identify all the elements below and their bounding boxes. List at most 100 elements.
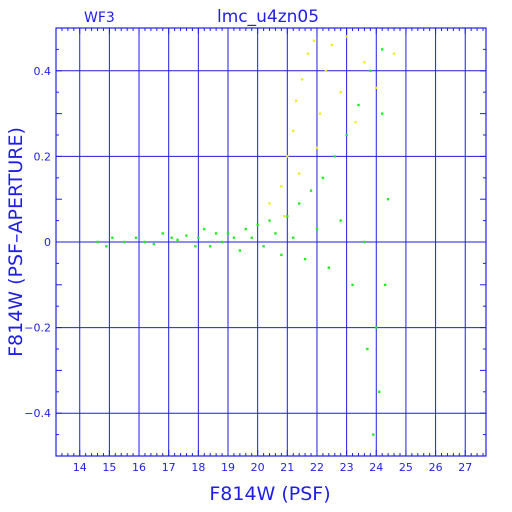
data-point <box>297 172 301 175</box>
x-tick-label: 25 <box>399 461 413 474</box>
x-tick-label: 16 <box>132 461 146 474</box>
chart-title: lmc_u4zn05 <box>217 7 319 27</box>
data-point <box>315 227 319 231</box>
data-point <box>318 112 322 115</box>
data-point <box>280 185 283 188</box>
y-tick-labels: 0.4 0.2 0 −0.2 −0.4 <box>24 65 51 420</box>
secondary-point-series <box>268 35 396 218</box>
x-tick-label: 14 <box>73 461 87 474</box>
data-point <box>283 215 286 218</box>
data-point <box>375 86 378 90</box>
y-axis-title: F814W (PSF–APERTURE) <box>5 127 27 357</box>
x-tick-label: 20 <box>251 461 265 474</box>
data-point <box>123 240 126 244</box>
data-point <box>214 232 218 235</box>
data-point <box>300 78 304 81</box>
data-point <box>134 236 138 239</box>
data-point <box>392 52 396 55</box>
data-point <box>339 91 342 94</box>
y-tick-label: −0.4 <box>24 407 51 420</box>
data-point <box>209 245 212 248</box>
data-point <box>152 242 156 246</box>
data-point <box>292 236 295 239</box>
x-tick-label: 19 <box>221 461 235 474</box>
data-point <box>96 240 99 244</box>
data-point <box>386 198 390 201</box>
data-point <box>203 227 206 231</box>
data-point <box>309 189 313 192</box>
data-point <box>194 245 197 248</box>
data-point <box>381 48 384 51</box>
data-point <box>111 236 114 239</box>
data-point <box>351 283 354 286</box>
data-point <box>327 266 331 269</box>
data-point <box>226 232 230 235</box>
x-tick-label: 21 <box>280 461 294 474</box>
data-point <box>286 155 289 158</box>
data-point <box>324 69 328 72</box>
x-tick-label: 22 <box>310 461 324 474</box>
x-tick-label: 15 <box>102 461 116 474</box>
data-point <box>381 112 384 115</box>
data-point <box>262 245 265 248</box>
grid-lines <box>56 28 486 456</box>
data-point <box>339 219 342 222</box>
data-point <box>170 236 173 239</box>
data-point <box>286 215 289 218</box>
data-point <box>303 257 307 261</box>
data-point <box>292 129 295 132</box>
data-point <box>280 253 283 257</box>
data-point <box>357 103 360 107</box>
data-point <box>161 232 164 235</box>
data-point <box>363 61 366 64</box>
main-point-series <box>96 48 390 436</box>
y-tick-label: 0.4 <box>34 65 52 78</box>
data-point <box>232 236 236 239</box>
x-axis-title: F814W (PSF) <box>209 483 330 505</box>
data-point <box>345 35 348 38</box>
data-point <box>238 249 242 252</box>
data-point <box>268 202 271 205</box>
x-tick-label: 24 <box>369 461 383 474</box>
data-point <box>250 236 253 239</box>
x-tick-label: 18 <box>191 461 205 474</box>
data-point <box>333 155 336 158</box>
data-point <box>363 240 366 244</box>
y-tick-label: 0 <box>44 236 51 249</box>
data-point <box>295 99 298 102</box>
data-point <box>268 219 271 222</box>
data-point <box>375 326 378 329</box>
data-point <box>366 347 369 351</box>
data-point <box>354 120 357 124</box>
data-point <box>321 176 325 179</box>
x-tick-label: 23 <box>340 461 354 474</box>
data-point <box>244 227 247 231</box>
data-point <box>185 234 188 237</box>
x-tick-label: 27 <box>458 461 472 474</box>
minor-ticks <box>55 27 486 457</box>
y-tick-label: 0.2 <box>34 150 52 163</box>
y-tick-label: −0.2 <box>24 322 51 335</box>
data-point <box>297 202 301 205</box>
data-point <box>197 236 200 239</box>
data-point <box>369 69 372 72</box>
data-point <box>274 232 277 235</box>
x-tick-labels: 14 15 16 17 18 19 20 21 22 23 24 25 26 27 <box>73 461 473 474</box>
data-point <box>345 133 348 137</box>
data-point <box>315 146 319 150</box>
data-point <box>383 283 387 286</box>
data-point <box>378 390 381 393</box>
data-point <box>176 238 179 242</box>
chip-label: WF3 <box>84 10 115 26</box>
x-tick-label: 26 <box>429 461 443 474</box>
x-tick-label: 17 <box>162 461 176 474</box>
data-point <box>143 240 147 244</box>
data-point <box>312 39 316 43</box>
data-point <box>220 240 224 244</box>
data-point <box>256 223 259 227</box>
data-point <box>306 52 310 55</box>
data-point <box>105 245 108 248</box>
data-point <box>372 433 375 436</box>
